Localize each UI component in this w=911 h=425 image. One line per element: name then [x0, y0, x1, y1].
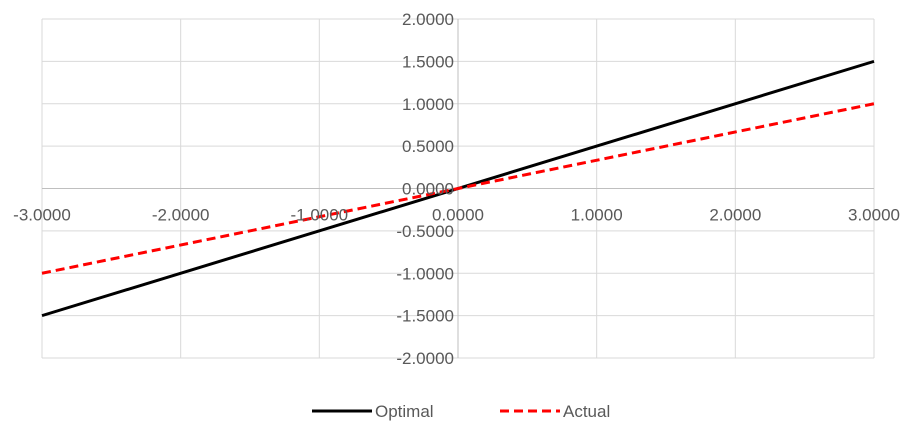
y-tick-label: -1.0000 [396, 264, 454, 283]
series-line-actual [41, 102, 875, 275]
x-tick-label: -3.0000 [13, 206, 71, 225]
y-tick-label: 0.0000 [402, 180, 454, 199]
y-tick-label: 1.0000 [402, 95, 454, 114]
tick-labels: -3.0000 -2.0000 -1.0000 0.0000 1.0000 2.0000 3… [13, 10, 900, 368]
y-tick-label: -0.5000 [396, 222, 454, 241]
y-tick-label: 0.5000 [402, 137, 454, 156]
legend-item-optimal: Optimal [312, 402, 434, 421]
y-tick-label: -1.5000 [396, 307, 454, 326]
x-tick-label: 1.0000 [571, 206, 623, 225]
x-tick-label: -2.0000 [152, 206, 210, 225]
y-tick-label: 2.0000 [402, 10, 454, 29]
y-tick-label: -2.0000 [396, 349, 454, 368]
legend-label-optimal: Optimal [375, 402, 434, 421]
legend: Optimal Actual [312, 402, 610, 421]
legend-label-actual: Actual [563, 402, 610, 421]
x-tick-label: 3.0000 [848, 206, 900, 225]
x-tick-label: -1.0000 [290, 206, 348, 225]
series-lines [41, 59, 875, 318]
y-tick-label: 1.5000 [402, 52, 454, 71]
legend-item-actual: Actual [500, 402, 610, 421]
x-tick-label: 0.0000 [432, 206, 484, 225]
x-tick-label: 2.0000 [709, 206, 761, 225]
